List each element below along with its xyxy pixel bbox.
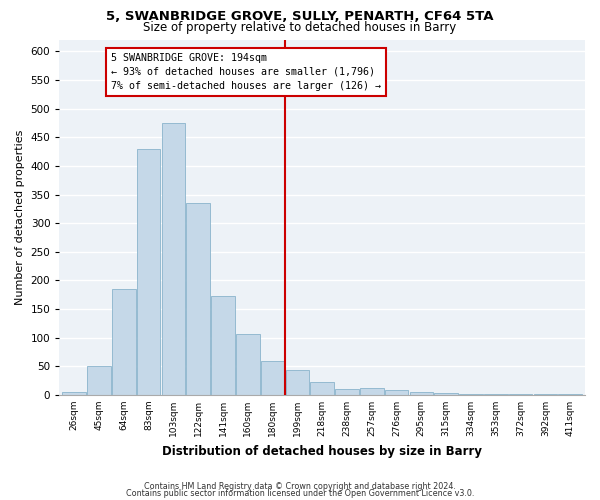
Bar [459,394,483,395]
Bar [509,394,532,395]
Bar [236,334,260,395]
Bar [286,370,309,395]
X-axis label: Distribution of detached houses by size in Barry: Distribution of detached houses by size … [162,444,482,458]
Bar [434,393,458,395]
Bar [211,296,235,395]
Y-axis label: Number of detached properties: Number of detached properties [15,130,25,305]
Bar [385,390,409,395]
Bar [87,366,111,395]
Text: Size of property relative to detached houses in Barry: Size of property relative to detached ho… [143,21,457,34]
Text: Contains HM Land Registry data © Crown copyright and database right 2024.: Contains HM Land Registry data © Crown c… [144,482,456,491]
Bar [137,149,160,395]
Text: Contains public sector information licensed under the Open Government Licence v3: Contains public sector information licen… [126,490,474,498]
Text: 5, SWANBRIDGE GROVE, SULLY, PENARTH, CF64 5TA: 5, SWANBRIDGE GROVE, SULLY, PENARTH, CF6… [106,10,494,23]
Bar [310,382,334,395]
Bar [161,123,185,395]
Bar [533,394,557,395]
Text: 5 SWANBRIDGE GROVE: 194sqm
← 93% of detached houses are smaller (1,796)
7% of se: 5 SWANBRIDGE GROVE: 194sqm ← 93% of deta… [112,52,382,90]
Bar [112,289,136,395]
Bar [187,203,210,395]
Bar [360,388,383,395]
Bar [335,389,359,395]
Bar [62,392,86,395]
Bar [261,360,284,395]
Bar [484,394,508,395]
Bar [559,394,582,395]
Bar [410,392,433,395]
